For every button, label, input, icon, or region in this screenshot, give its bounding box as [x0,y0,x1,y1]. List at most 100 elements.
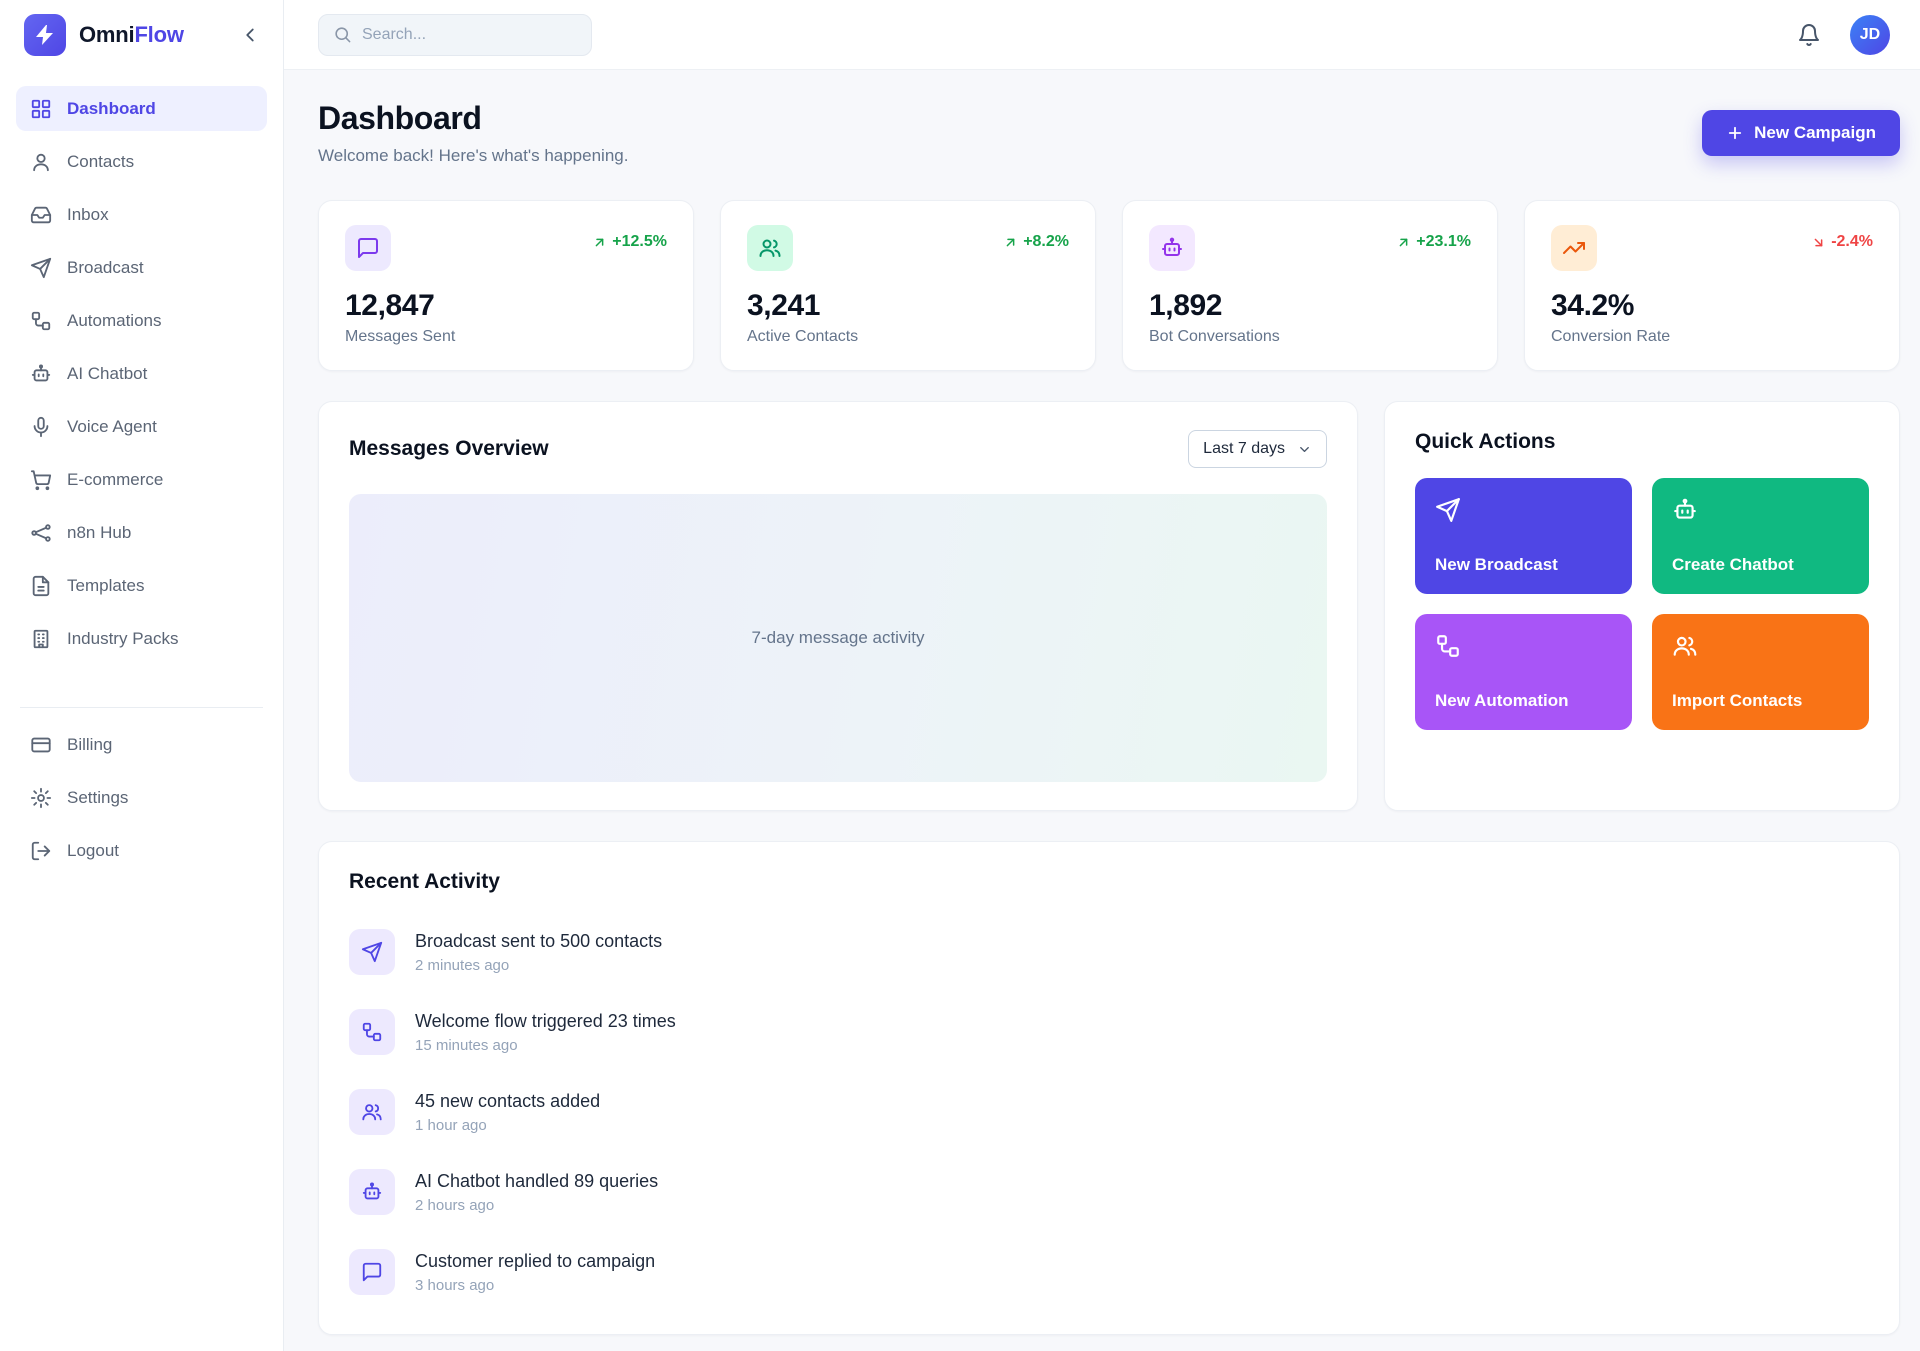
workflow-icon [349,1009,395,1055]
sidebar-collapse-button[interactable] [235,20,265,50]
sidebar-item-label: Billing [67,734,113,754]
sidebar-item-billing[interactable]: Billing [16,722,267,767]
page-header: Dashboard Welcome back! Here's what's ha… [318,100,1900,166]
stat-delta: +12.5% [592,233,667,251]
date-range-select[interactable]: Last 7 days [1188,430,1327,468]
sidebar-item-label: Settings [67,787,129,807]
app-logo [24,14,66,56]
sidebar-nav: Dashboard Contacts Inbox Broadcast Autom… [0,70,283,669]
sidebar-item-ecommerce[interactable]: E-commerce [16,457,267,502]
sidebar-item-label: Industry Packs [67,628,179,648]
notifications-button[interactable] [1792,18,1826,52]
sidebar-item-automations[interactable]: Automations [16,298,267,343]
stat-card-messages-sent: +12.5% 12,847 Messages Sent [318,200,694,371]
search-input[interactable] [362,25,577,44]
chat-bubble-icon [345,225,391,271]
sidebar-item-inbox[interactable]: Inbox [16,192,267,237]
activity-text: Welcome flow triggered 23 times 15 minut… [415,1011,676,1054]
panel-title: Quick Actions [1415,430,1556,453]
recent-activity-panel: Recent Activity Broadcast sent to 500 co… [318,841,1900,1335]
sidebar-item-logout[interactable]: Logout [16,828,267,873]
search-box[interactable] [318,13,592,56]
sidebar-item-broadcast[interactable]: Broadcast [16,245,267,290]
activity-title: Customer replied to campaign [415,1250,656,1271]
middle-row: Messages Overview Last 7 days 7-day mess… [318,401,1900,811]
panel-title: Recent Activity [349,870,500,893]
arrow-up-right-icon [1396,235,1411,250]
chat-bubble-icon [349,1249,395,1295]
arrow-down-right-icon [1811,235,1826,250]
topbar-actions: JD [1792,14,1890,55]
messages-overview-panel: Messages Overview Last 7 days 7-day mess… [318,401,1358,811]
activity-time: 15 minutes ago [415,1036,518,1054]
new-broadcast-button[interactable]: New Broadcast [1415,478,1632,594]
sidebar-item-label: Voice Agent [67,416,157,436]
activity-text: 45 new contacts added 1 hour ago [415,1091,600,1134]
content-column: JD Dashboard Welcome back! Here's what's… [284,0,1920,1351]
date-range-value: Last 7 days [1203,440,1285,457]
users-icon [1672,633,1698,659]
stat-delta: +8.2% [1003,233,1069,251]
stat-label: Bot Conversations [1149,328,1280,345]
stat-value: 34.2% [1551,289,1635,322]
bot-icon [1149,225,1195,271]
cart-icon [30,469,52,491]
activity-text: Customer replied to campaign 3 hours ago [415,1251,655,1294]
logout-icon [30,840,52,862]
activity-title: AI Chatbot handled 89 queries [415,1170,659,1191]
inbox-icon [30,204,52,226]
bot-icon [30,363,52,385]
sidebar-item-ai-chatbot[interactable]: AI Chatbot [16,351,267,396]
quick-action-label: New Automation [1435,691,1569,710]
sidebar-item-label: n8n Hub [67,522,132,542]
send-icon [349,929,395,975]
arrow-up-right-icon [1003,235,1018,250]
sidebar-item-industry-packs[interactable]: Industry Packs [16,616,267,661]
workflow-icon [30,310,52,332]
send-icon [30,257,52,279]
sidebar-item-label: Templates [67,575,145,595]
sidebar-logo-row: OmniFlow [0,0,283,70]
stat-label: Messages Sent [345,328,456,345]
sidebar-item-templates[interactable]: Templates [16,563,267,608]
quick-action-label: New Broadcast [1435,555,1558,574]
new-campaign-button[interactable]: New Campaign [1702,110,1900,156]
mic-icon [30,416,52,438]
activity-text: AI Chatbot handled 89 queries 2 hours ag… [415,1171,658,1214]
sidebar-item-label: Contacts [67,151,135,171]
stats-row: +12.5% 12,847 Messages Sent +8.2% 3,241 … [318,200,1900,371]
sidebar-item-dashboard[interactable]: Dashboard [16,86,267,131]
sidebar-item-contacts[interactable]: Contacts [16,139,267,184]
quick-action-label: Import Contacts [1672,691,1803,710]
quick-actions-panel: Quick Actions New Broadcast Create Chatb… [1384,401,1900,811]
activity-item: Customer replied to campaign 3 hours ago [349,1232,1869,1312]
plus-icon [1726,124,1744,142]
avatar[interactable]: JD [1850,14,1890,55]
panel-title: Messages Overview [349,437,549,460]
sidebar-item-label: Logout [67,840,119,860]
main-content: Dashboard Welcome back! Here's what's ha… [284,70,1920,1351]
new-automation-button[interactable]: New Automation [1415,614,1632,730]
sidebar-item-label: AI Chatbot [67,363,148,383]
stat-value: 1,892 [1149,289,1223,322]
send-icon [1435,497,1461,523]
search-icon [333,25,352,44]
import-contacts-button[interactable]: Import Contacts [1652,614,1869,730]
sidebar-item-n8n-hub[interactable]: n8n Hub [16,510,267,555]
stat-delta: +23.1% [1396,233,1471,251]
create-chatbot-button[interactable]: Create Chatbot [1652,478,1869,594]
activity-text: Broadcast sent to 500 contacts 2 minutes… [415,931,662,974]
bell-icon [1797,23,1821,47]
sidebar-item-label: Broadcast [67,257,144,277]
sidebar-item-label: Automations [67,310,162,330]
quick-actions-grid: New Broadcast Create Chatbot New Automat… [1415,478,1869,730]
file-icon [30,575,52,597]
stat-value: 12,847 [345,289,435,322]
bot-icon [349,1169,395,1215]
activity-title: Welcome flow triggered 23 times [415,1010,676,1031]
sidebar-item-voice-agent[interactable]: Voice Agent [16,404,267,449]
stat-label: Active Contacts [747,328,859,345]
sidebar-item-settings[interactable]: Settings [16,775,267,820]
chevron-down-icon [1297,442,1312,457]
